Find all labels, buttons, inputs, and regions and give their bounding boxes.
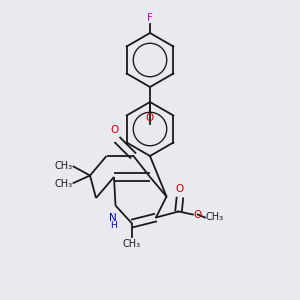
Text: H: H [110, 220, 116, 230]
Text: CH₃: CH₃ [54, 160, 72, 171]
Text: F: F [147, 13, 153, 23]
Text: CH₃: CH₃ [206, 212, 224, 223]
Text: O: O [146, 112, 154, 123]
Text: CH₃: CH₃ [54, 179, 72, 189]
Text: CH₃: CH₃ [123, 239, 141, 249]
Text: N: N [109, 213, 117, 223]
Text: O: O [110, 125, 119, 135]
Text: O: O [194, 209, 202, 220]
Text: O: O [176, 184, 184, 194]
